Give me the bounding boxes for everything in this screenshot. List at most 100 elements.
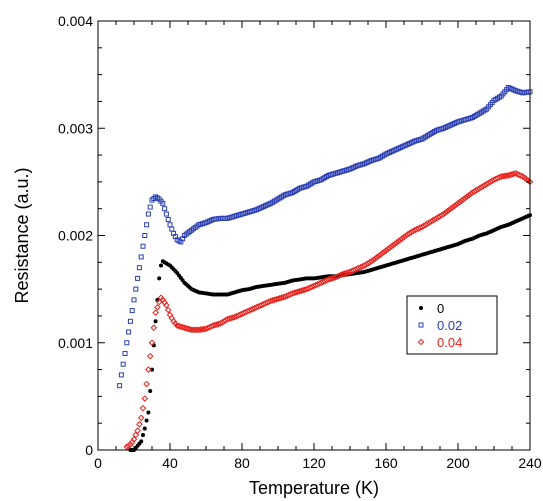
data-point <box>142 426 147 431</box>
data-point <box>456 198 464 206</box>
data-point <box>125 442 132 450</box>
data-point <box>402 232 410 240</box>
data-point <box>146 352 154 360</box>
data-point <box>139 404 147 412</box>
y-tick-label: 0.001 <box>58 335 93 351</box>
data-point <box>127 441 134 448</box>
x-tick-label: 200 <box>446 455 470 471</box>
data-point <box>141 432 145 437</box>
data-point <box>124 340 130 346</box>
data-point <box>373 253 381 261</box>
x-tick-label: 240 <box>518 455 542 471</box>
legend-marker <box>417 338 425 346</box>
data-point <box>449 204 456 211</box>
data-point <box>395 237 402 245</box>
data-point <box>460 195 467 203</box>
data-point <box>512 169 519 177</box>
data-point <box>386 244 393 252</box>
y-tick-label: 0.002 <box>58 228 93 244</box>
data-point <box>136 265 142 271</box>
series-0.02 <box>117 84 533 389</box>
data-point <box>458 197 465 204</box>
x-axis-label: Temperature (K) <box>249 478 379 498</box>
data-point <box>454 200 462 207</box>
data-point <box>159 263 163 268</box>
data-point <box>144 418 149 423</box>
series-0 <box>128 213 532 452</box>
data-point <box>397 236 404 244</box>
data-point <box>129 308 135 314</box>
x-tick-label: 120 <box>302 455 326 471</box>
data-point <box>164 306 172 314</box>
data-point <box>139 439 144 444</box>
legend-marker <box>418 322 424 328</box>
data-point <box>391 240 399 248</box>
data-point <box>169 226 175 232</box>
x-tick-label: 40 <box>162 455 178 471</box>
data-point <box>160 200 166 206</box>
data-point <box>146 410 151 415</box>
data-point <box>162 206 168 212</box>
data-point <box>132 431 140 439</box>
legend-marker <box>419 306 423 310</box>
data-point <box>120 361 126 367</box>
data-point <box>400 233 408 241</box>
data-point <box>438 211 446 219</box>
data-point <box>130 435 138 443</box>
data-point <box>451 202 458 210</box>
data-point <box>159 296 167 304</box>
data-point <box>133 286 139 292</box>
x-tick-label: 0 <box>94 455 102 471</box>
data-point <box>179 323 186 331</box>
data-point <box>366 259 374 266</box>
data-point <box>181 324 188 332</box>
data-point <box>167 222 173 228</box>
data-point <box>380 248 388 256</box>
data-point <box>379 249 386 257</box>
data-point <box>144 222 150 228</box>
data-point <box>138 254 144 260</box>
legend: 0 0.02 0.04 <box>406 295 498 355</box>
data-point <box>165 216 171 222</box>
data-point <box>153 319 158 324</box>
data-point <box>163 301 170 309</box>
data-point <box>150 324 158 332</box>
data-point <box>452 201 460 208</box>
data-point <box>137 414 145 422</box>
data-point <box>184 325 192 333</box>
x-tick-label: 80 <box>234 455 250 471</box>
data-point <box>398 235 406 242</box>
y-axis-label: Resistance (a.u.) <box>12 167 32 303</box>
data-point <box>442 209 449 217</box>
data-point <box>461 194 469 202</box>
data-point <box>463 193 471 200</box>
data-point <box>514 170 521 178</box>
data-point <box>182 324 190 332</box>
data-point <box>368 257 375 265</box>
data-point <box>389 241 397 249</box>
ticks-layer: 0 40 80 120 160 200 240 0 0.001 0.002 0.003 0.004 <box>58 13 542 471</box>
data-point <box>135 275 141 281</box>
data-point <box>128 438 136 446</box>
data-point <box>440 210 447 218</box>
data-point <box>126 329 132 335</box>
data-point <box>375 252 383 260</box>
data-point <box>370 256 377 264</box>
data-point <box>382 247 390 254</box>
legend-label: 0 <box>437 301 444 316</box>
data-point <box>445 206 453 214</box>
data-point <box>118 372 124 378</box>
legend-box <box>406 295 498 355</box>
data-point <box>467 190 474 198</box>
plot-layer <box>117 84 534 452</box>
data-point <box>384 245 392 253</box>
data-point <box>517 172 525 180</box>
data-point <box>443 208 451 215</box>
data-point <box>147 204 153 210</box>
data-point <box>127 318 133 324</box>
data-point <box>122 350 128 356</box>
data-point <box>177 323 185 330</box>
data-point <box>388 243 395 250</box>
data-point <box>447 205 455 212</box>
data-point <box>145 366 152 373</box>
